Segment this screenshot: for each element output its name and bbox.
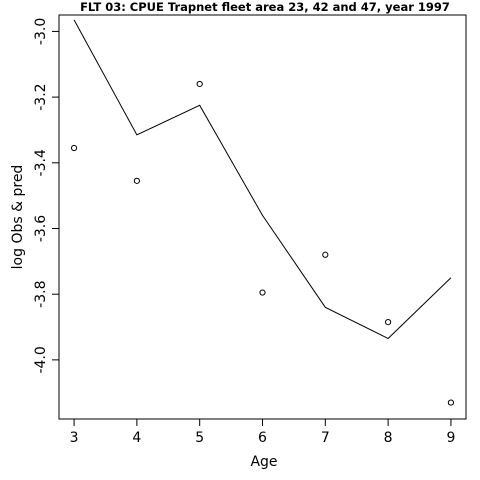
observed-point [196,80,203,88]
y-tick-label: -3.8 [33,281,49,308]
y-tick-label: -3.6 [33,215,49,242]
observed-point [133,177,140,184]
y-axis: -4.0 -3.8 -3.6 -3.4 -3.2 -3.0 [33,18,59,374]
predicted-line [73,19,452,340]
y-tick-label: -3.4 [33,149,49,176]
observed-point [259,289,266,296]
x-tick-label: 8 [384,430,393,446]
x-tick-label: 7 [321,430,330,446]
x-tick-label: 4 [132,430,141,446]
observed-point [447,399,455,406]
y-tick-label: -4.0 [33,346,49,373]
x-axis: 3 4 5 6 7 8 9 [70,419,455,446]
x-axis-label: Age [250,454,277,470]
y-tick-label: -3.0 [33,18,49,45]
chart-title: FLT 03: CPUE Trapnet fleet area 23, 42 a… [80,0,450,14]
observed-point [385,319,392,326]
x-tick-label: 6 [258,430,267,446]
x-tick-label: 9 [446,430,455,446]
observed-point [322,251,329,258]
plot-frame [58,14,467,420]
observed-point [70,144,78,152]
x-tick-label: 3 [70,430,79,446]
y-axis-label: log Obs & pred [10,165,26,270]
y-tick-label: -3.2 [33,83,49,110]
series-layer [70,19,455,406]
x-tick-label: 5 [195,430,204,446]
